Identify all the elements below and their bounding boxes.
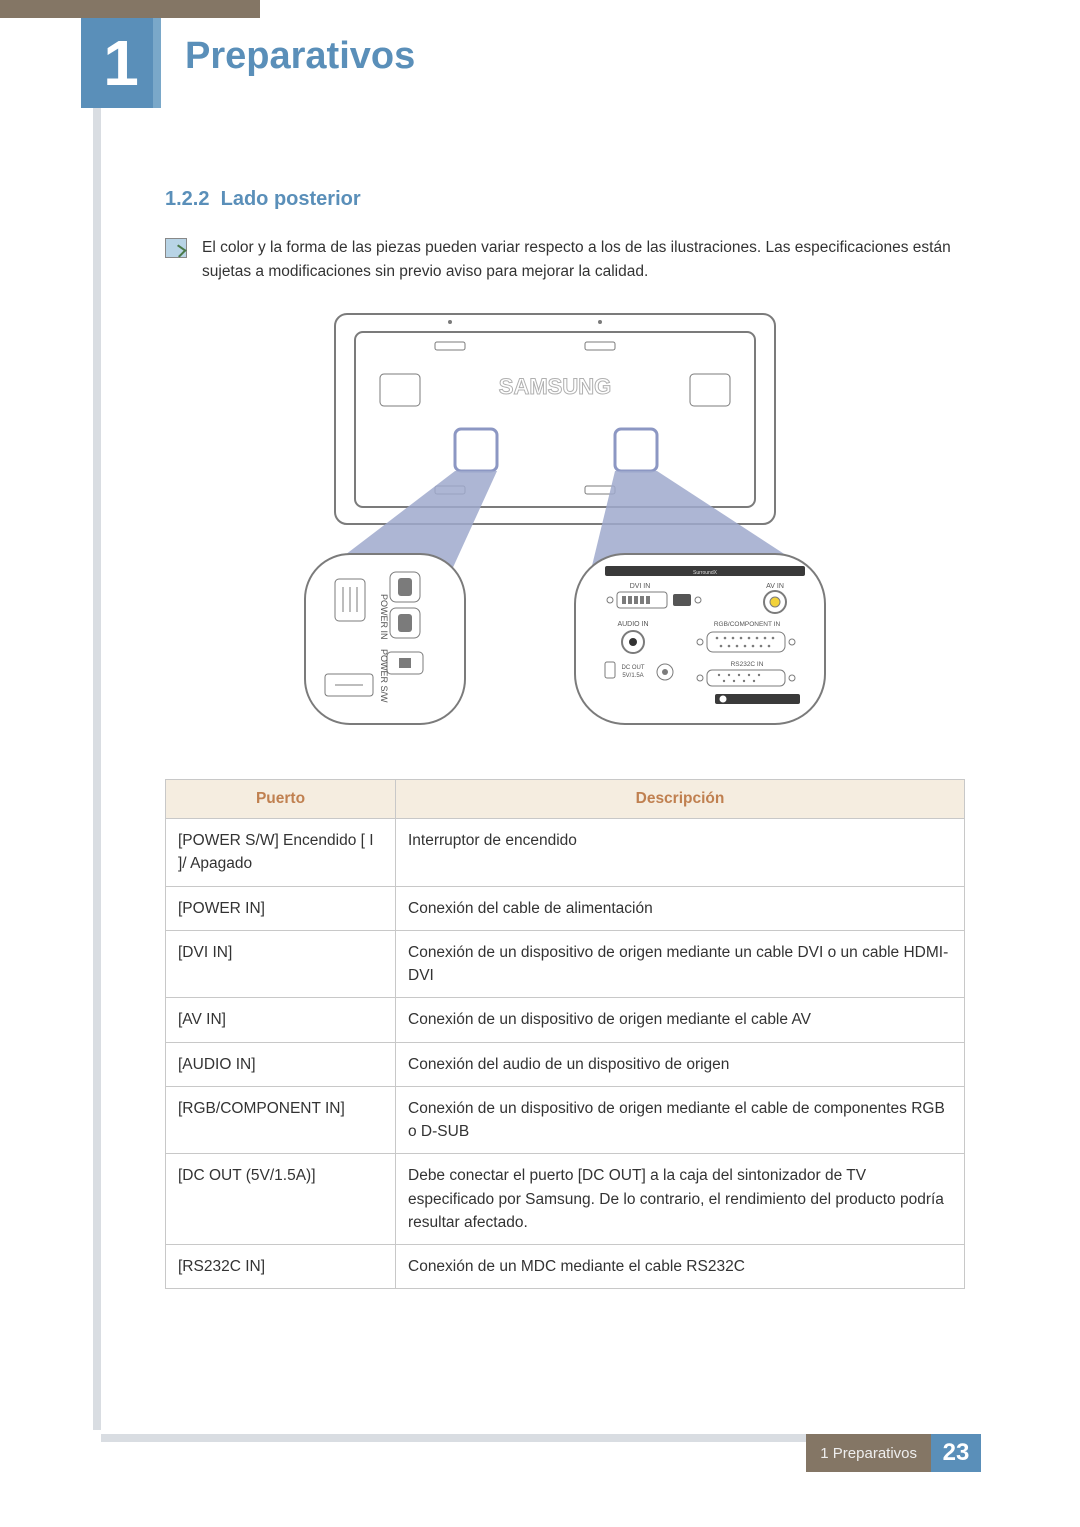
footer-chapter-tag: 1 Preparativos — [806, 1434, 931, 1472]
manual-page: 1 Preparativos 1.2.2 Lado posterior El c… — [0, 0, 1080, 1527]
port-cell: [POWER IN] — [166, 886, 396, 930]
svg-text:DVI IN: DVI IN — [630, 583, 651, 590]
note-icon — [165, 238, 187, 258]
table-row: [AV IN]Conexión de un dispositivo de ori… — [166, 998, 965, 1042]
table-row: [POWER S/W] Encendido [ I ]/ ApagadoInte… — [166, 819, 965, 887]
desc-cell: Conexión de un dispositivo de origen med… — [396, 1086, 965, 1154]
table-row: [RGB/COMPONENT IN]Conexión de un disposi… — [166, 1086, 965, 1154]
side-stripe — [93, 0, 101, 1430]
section-heading: 1.2.2 Lado posterior — [165, 188, 965, 211]
rear-panel-diagram: SAMSUNG — [165, 304, 965, 754]
ports-table: Puerto Descripción [POWER S/W] Encendido… — [165, 779, 965, 1289]
port-cell: [RS232C IN] — [166, 1245, 396, 1289]
port-cell: [DC OUT (5V/1.5A)] — [166, 1154, 396, 1245]
top-accent-bar — [0, 0, 260, 18]
section-title-text: Lado posterior — [221, 188, 361, 210]
table-header-port: Puerto — [166, 780, 396, 819]
desc-cell: Conexión de un dispositivo de origen med… — [396, 998, 965, 1042]
port-cell: [POWER S/W] Encendido [ I ]/ Apagado — [166, 819, 396, 887]
port-cell: [AUDIO IN] — [166, 1042, 396, 1086]
svg-text:AV IN: AV IN — [766, 583, 784, 590]
table-row: [RS232C IN]Conexión de un MDC mediante e… — [166, 1245, 965, 1289]
page-content: 1.2.2 Lado posterior El color y la forma… — [165, 188, 965, 1289]
table-row: [DVI IN]Conexión de un dispositivo de or… — [166, 930, 965, 998]
svg-text:5V/1.5A: 5V/1.5A — [622, 673, 643, 679]
section-number: 1.2.2 — [165, 188, 209, 210]
svg-text:POWER IN: POWER IN — [379, 594, 389, 640]
svg-text:DC OUT: DC OUT — [622, 665, 645, 671]
port-cell: [RGB/COMPONENT IN] — [166, 1086, 396, 1154]
page-footer: 1 Preparativos 23 — [101, 1434, 981, 1472]
table-row: [AUDIO IN]Conexión del audio de un dispo… — [166, 1042, 965, 1086]
desc-cell: Conexión del audio de un dispositivo de … — [396, 1042, 965, 1086]
svg-text:SAMSUNG: SAMSUNG — [499, 374, 611, 399]
svg-text:AUDIO IN: AUDIO IN — [617, 621, 648, 628]
note-block: El color y la forma de las piezas pueden… — [165, 236, 965, 284]
footer-page-number: 23 — [931, 1434, 981, 1472]
desc-cell: Debe conectar el puerto [DC OUT] a la ca… — [396, 1154, 965, 1245]
svg-text:RGB/COMPONENT IN: RGB/COMPONENT IN — [714, 621, 781, 628]
chapter-number-tab: 1 — [81, 18, 161, 108]
table-header-desc: Descripción — [396, 780, 965, 819]
note-text: El color y la forma de las piezas pueden… — [202, 236, 965, 284]
chapter-title: Preparativos — [185, 35, 415, 78]
desc-cell: Conexión de un dispositivo de origen med… — [396, 930, 965, 998]
table-row: [POWER IN]Conexión del cable de alimenta… — [166, 886, 965, 930]
diagram-svg: SAMSUNG — [295, 304, 835, 754]
port-cell: [AV IN] — [166, 998, 396, 1042]
svg-text:SurroundX: SurroundX — [693, 570, 718, 576]
svg-text:POWER S/W: POWER S/W — [379, 649, 389, 703]
desc-cell: Conexión de un MDC mediante el cable RS2… — [396, 1245, 965, 1289]
svg-text:RS232C IN: RS232C IN — [731, 661, 764, 668]
table-row: [DC OUT (5V/1.5A)]Debe conectar el puert… — [166, 1154, 965, 1245]
port-cell: [DVI IN] — [166, 930, 396, 998]
desc-cell: Conexión del cable de alimentación — [396, 886, 965, 930]
desc-cell: Interruptor de encendido — [396, 819, 965, 887]
